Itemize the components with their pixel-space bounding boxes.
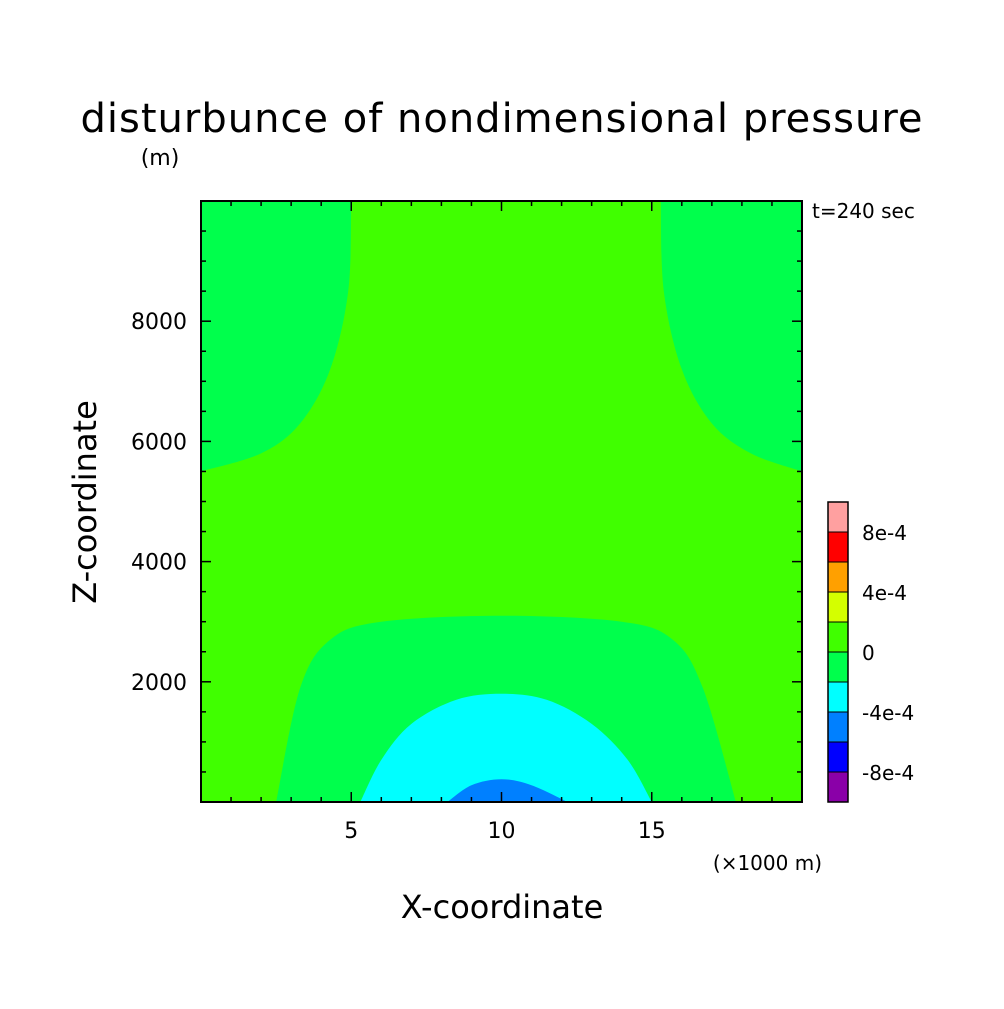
plot-area xyxy=(200,200,803,803)
colorbar-label: 4e-4 xyxy=(862,581,907,605)
colorbar-swatch xyxy=(827,561,849,593)
colorbar-swatch xyxy=(827,741,849,773)
colorbar: -8e-4 -4e-4 0 4e-4 8e-4 xyxy=(827,501,914,803)
colorbar-swatch xyxy=(827,621,849,653)
colorbar-swatch xyxy=(827,711,849,743)
x-tick-label: 5 xyxy=(344,819,358,844)
colorbar-label: -8e-4 xyxy=(862,761,914,785)
colorbar-swatch xyxy=(827,531,849,563)
contour-region-core xyxy=(447,779,568,802)
x-axis-title: X-coordinate xyxy=(401,888,604,926)
colorbar-swatch xyxy=(827,771,849,803)
chart-units: (m) xyxy=(141,146,180,171)
colorbar-label: 0 xyxy=(862,641,875,665)
y-axis-title: Z-coordinate xyxy=(66,400,104,604)
x-scale-note: (×1000 m) xyxy=(713,851,822,875)
time-label: t=240 sec xyxy=(812,199,915,223)
colorbar-swatch xyxy=(827,651,849,683)
contour-region-inner-dome xyxy=(360,693,652,802)
colorbar-swatch xyxy=(827,681,849,713)
colorbar-swatch xyxy=(827,501,849,533)
y-tick-label: 6000 xyxy=(131,430,187,455)
colorbar-label: -4e-4 xyxy=(862,701,914,725)
contour-region-upper-left-lobe xyxy=(201,201,352,472)
x-axis-ticks: 5 10 15 xyxy=(230,201,773,844)
contour-region-upper-right-lobe xyxy=(660,201,802,472)
x-tick-label: 10 xyxy=(488,819,516,844)
chart-title: disturbunce of nondimensional pressure xyxy=(81,96,924,142)
y-axis-ticks: 2000 4000 6000 8000 xyxy=(131,230,802,773)
y-tick-label: 2000 xyxy=(131,671,187,696)
y-tick-label: 4000 xyxy=(131,551,187,576)
colorbar-swatch xyxy=(827,591,849,623)
y-tick-label: 8000 xyxy=(131,310,187,335)
x-tick-label: 15 xyxy=(638,819,666,844)
colorbar-frame xyxy=(827,501,849,803)
colorbar-label: 8e-4 xyxy=(862,521,907,545)
